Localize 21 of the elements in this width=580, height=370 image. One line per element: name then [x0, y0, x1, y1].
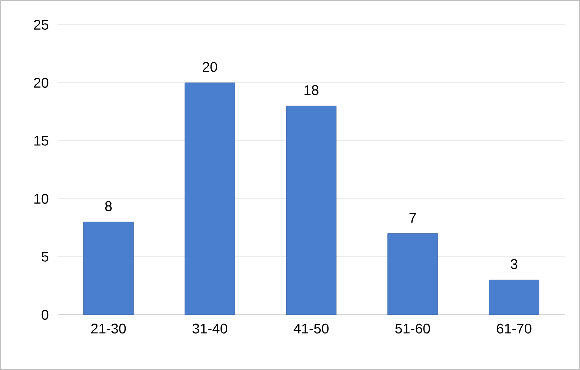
x-tick-label: 51-60: [396, 324, 430, 334]
y-tick-label: 5: [42, 252, 49, 262]
x-tick-label: 31-40: [192, 324, 228, 334]
data-label: 8: [105, 201, 112, 212]
y-tick-label: 15: [34, 136, 49, 146]
x-tick-label: 41-50: [294, 324, 329, 334]
y-tick-label: 0: [42, 310, 49, 320]
bar: [489, 280, 540, 316]
y-tick-label: 25: [34, 20, 49, 30]
data-label: 7: [410, 213, 416, 223]
y-tick-label: 20: [34, 78, 49, 88]
bar: [184, 82, 236, 316]
bar: [286, 106, 337, 316]
bar: [388, 234, 438, 316]
bar: [84, 222, 134, 316]
data-label: 3: [510, 259, 518, 270]
data-label: 18: [304, 85, 319, 96]
data-label: 20: [203, 62, 218, 72]
y-tick-label: 10: [34, 194, 49, 204]
x-tick-label: 21-30: [92, 324, 126, 334]
x-tick-label: 61-70: [497, 324, 532, 334]
